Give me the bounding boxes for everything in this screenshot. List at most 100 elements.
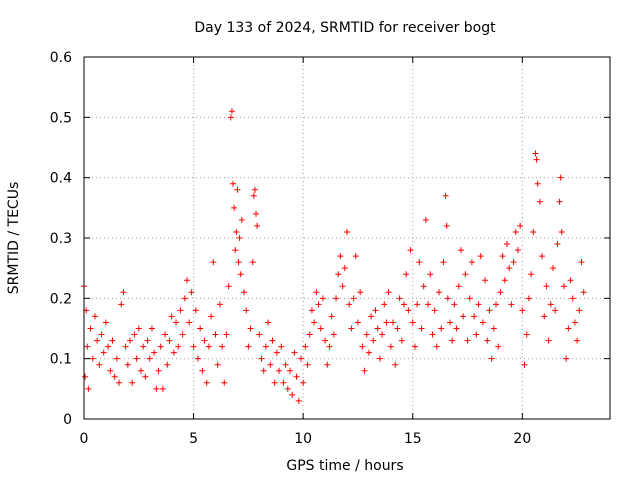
- data-point: [245, 343, 252, 350]
- data-point: [82, 373, 89, 380]
- data-point: [237, 271, 244, 278]
- data-point: [578, 259, 585, 266]
- data-point: [181, 295, 188, 302]
- data-point: [372, 307, 379, 314]
- data-point: [144, 337, 151, 344]
- data-point: [354, 319, 361, 326]
- data-point: [265, 319, 272, 326]
- data-point: [319, 295, 326, 302]
- data-point: [449, 337, 456, 344]
- data-point: [116, 379, 123, 386]
- data-point: [479, 319, 486, 326]
- data-point: [240, 289, 247, 296]
- data-point: [107, 367, 114, 374]
- data-point: [267, 361, 274, 368]
- data-point: [122, 343, 129, 350]
- data-point: [571, 319, 578, 326]
- data-point: [249, 259, 256, 266]
- data-point: [256, 331, 263, 338]
- data-point: [471, 313, 478, 320]
- data-point: [254, 222, 261, 229]
- data-point: [517, 222, 524, 229]
- data-point: [188, 289, 195, 296]
- data-point: [262, 343, 269, 350]
- data-point: [565, 325, 572, 332]
- data-point: [501, 277, 508, 284]
- data-point: [308, 307, 315, 314]
- data-point: [94, 337, 101, 344]
- data-point: [357, 289, 364, 296]
- data-point: [567, 277, 574, 284]
- data-point: [398, 337, 405, 344]
- data-point: [346, 301, 353, 308]
- data-point: [335, 271, 342, 278]
- data-point: [532, 150, 539, 157]
- data-point: [477, 253, 484, 260]
- data-point: [253, 210, 260, 217]
- data-point: [576, 307, 583, 314]
- data-point: [227, 114, 234, 121]
- data-point: [238, 216, 245, 223]
- data-point: [385, 289, 392, 296]
- data-point: [333, 295, 340, 302]
- data-point: [365, 349, 372, 356]
- data-point: [166, 337, 173, 344]
- data-point: [411, 343, 418, 350]
- data-point: [304, 361, 311, 368]
- chart-title: Day 133 of 2024, SRMTID for receiver bog…: [194, 20, 496, 36]
- data-point: [100, 349, 107, 356]
- data-point: [201, 337, 208, 344]
- data-point: [580, 289, 587, 296]
- data-point: [98, 331, 105, 338]
- data-point: [194, 355, 201, 362]
- data-point: [528, 271, 535, 278]
- data-point: [466, 295, 473, 302]
- data-point: [85, 385, 92, 392]
- data-point: [444, 295, 451, 302]
- data-point: [376, 355, 383, 362]
- data-point: [457, 247, 464, 254]
- data-point: [317, 325, 324, 332]
- data-point: [447, 319, 454, 326]
- data-point: [523, 331, 530, 338]
- data-point: [235, 259, 242, 266]
- y-tick-label: 0.3: [50, 231, 72, 247]
- y-tick-label: 0.4: [50, 171, 72, 187]
- data-point: [109, 337, 116, 344]
- data-point: [223, 331, 230, 338]
- data-point: [162, 331, 169, 338]
- data-point: [271, 379, 278, 386]
- data-point: [438, 325, 445, 332]
- data-point: [184, 277, 191, 284]
- data-point: [574, 337, 581, 344]
- data-point: [374, 325, 381, 332]
- data-point: [484, 337, 491, 344]
- data-point: [232, 247, 239, 254]
- data-point: [453, 325, 460, 332]
- y-tick-label: 0.1: [50, 352, 72, 368]
- data-point: [111, 373, 118, 380]
- data-point: [409, 319, 416, 326]
- data-point: [96, 361, 103, 368]
- x-axis-label: GPS time / hours: [286, 458, 403, 474]
- data-point: [214, 361, 221, 368]
- data-point: [381, 301, 388, 308]
- data-point: [199, 367, 206, 374]
- data-point: [530, 228, 537, 235]
- data-point: [368, 313, 375, 320]
- data-point: [137, 367, 144, 374]
- data-point: [495, 343, 502, 350]
- data-point: [140, 343, 147, 350]
- data-point: [407, 247, 414, 254]
- data-point: [330, 331, 337, 338]
- data-point: [157, 343, 164, 350]
- data-point: [247, 325, 254, 332]
- data-point: [146, 355, 153, 362]
- data-point: [525, 295, 532, 302]
- data-point: [300, 379, 307, 386]
- data-point: [295, 397, 302, 404]
- data-point: [236, 235, 243, 241]
- data-point: [392, 361, 399, 368]
- data-point: [512, 228, 519, 235]
- data-point: [186, 319, 193, 326]
